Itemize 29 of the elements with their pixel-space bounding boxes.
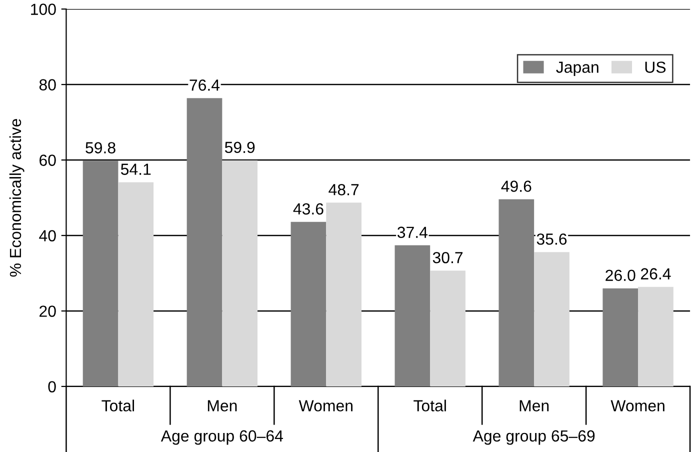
data-label: 30.7 (432, 252, 463, 264)
data-label: 59.9 (224, 142, 255, 154)
y-axis-title: % Economically active (9, 119, 24, 277)
x-tick-label: Men (208, 400, 237, 412)
data-label: 35.6 (536, 233, 567, 245)
y-tick-label: 40 (39, 230, 56, 242)
x-tick-label: Women (610, 400, 664, 412)
data-label: 37.4 (398, 226, 428, 238)
x-tick-label: Men (520, 400, 549, 412)
legend-label: US (645, 62, 666, 73)
data-label: 26.4 (640, 268, 671, 280)
x-tick-label: Women (298, 400, 352, 412)
y-tick-label: 60 (40, 154, 56, 166)
data-label: 48.7 (328, 184, 359, 196)
data-label: 26.0 (606, 270, 636, 282)
y-tick-label: 80 (39, 79, 56, 90)
text: Age group 65–69 (472, 430, 595, 445)
x-tick-label: Total (102, 400, 134, 412)
text: Age group 60–64 (160, 430, 283, 445)
data-label: 76.4 (190, 79, 220, 91)
data-label: 54.1 (120, 164, 151, 175)
x-tick-label: Total (414, 400, 446, 412)
y-tick-label: 0 (48, 381, 56, 392)
legend-label: Japan (556, 62, 598, 76)
y-tick-label: 100 (31, 4, 56, 15)
data-label: 43.6 (293, 203, 324, 215)
y-tick-label: 20 (40, 306, 56, 317)
data-label: 49.6 (501, 180, 532, 192)
data-label: 59.8 (86, 142, 116, 154)
